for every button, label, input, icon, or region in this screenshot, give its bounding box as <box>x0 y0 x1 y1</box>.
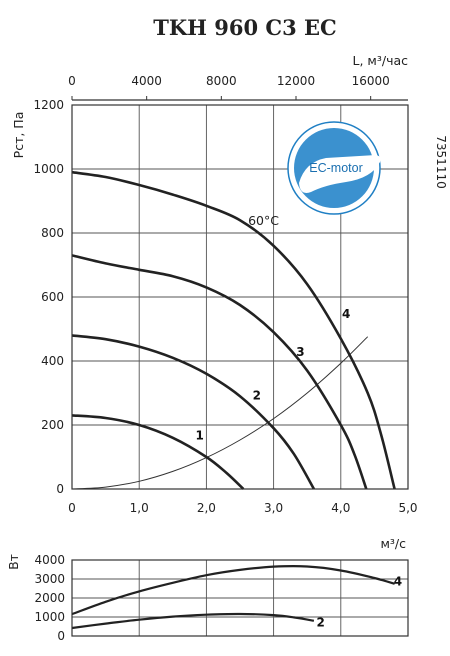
fan-curve-4 <box>71 170 396 490</box>
power-y-tick-label: 0 <box>57 629 65 643</box>
y-tick-label: 200 <box>41 418 64 432</box>
curve-label-3: 3 <box>296 345 304 359</box>
main-plot-frame <box>71 104 409 490</box>
power-y-tick-label: 2000 <box>34 591 65 605</box>
side-code: 7351110 <box>434 135 448 188</box>
y-tick-label: 600 <box>41 290 64 304</box>
power-curve-4 <box>71 564 395 616</box>
y-axis-label: Pст, Па <box>11 112 26 159</box>
power-series: 24 <box>71 564 402 630</box>
x-axis-label: м³/с <box>380 536 406 551</box>
top-tick-label: 12000 <box>277 74 315 88</box>
power-ticks: 0 1000 2000 3000 4000 <box>34 553 65 643</box>
logo-text: EC-motor <box>309 161 362 175</box>
x-tick-label: 0 <box>68 501 76 515</box>
power-curve-label-4: 4 <box>394 575 402 589</box>
power-grid <box>71 559 409 637</box>
system-curve <box>71 336 369 490</box>
x-tick-label: 1,0 <box>130 501 149 515</box>
top-tick-label: 4000 <box>131 74 162 88</box>
logo-leaf-icon <box>299 155 381 193</box>
fan-curve-3 <box>71 254 368 490</box>
power-y-tick-label: 3000 <box>34 572 65 586</box>
x-tick-label: 4,0 <box>331 501 350 515</box>
top-tick-label: 0 <box>68 74 76 88</box>
curve-label-2: 2 <box>253 388 261 402</box>
temperature-annotation: 60°C <box>248 213 279 228</box>
power-curve-2 <box>71 612 315 630</box>
power-curve-label-2: 2 <box>316 616 324 630</box>
y-tick-label: 1000 <box>33 162 64 176</box>
fan-curve-2 <box>71 334 316 490</box>
top-tick-label: 16000 <box>352 74 390 88</box>
power-y-tick-label: 1000 <box>34 610 65 624</box>
power-y-tick-label: 4000 <box>34 553 65 567</box>
y-tick-label: 1200 <box>33 98 64 112</box>
top-axis-label: L, м³/час <box>353 53 409 68</box>
y-tick-label: 0 <box>56 482 64 496</box>
power-plot-frame <box>71 559 409 637</box>
power-y-axis-label: Вт <box>6 554 21 570</box>
y-tick-label: 400 <box>41 354 64 368</box>
chart-title: TKH 960 C3 EC <box>153 15 337 40</box>
x-tick-label: 2,0 <box>197 501 216 515</box>
fan-curve-1 <box>71 414 245 490</box>
curve-label-1: 1 <box>196 428 204 442</box>
curve-label-4: 4 <box>342 307 350 321</box>
ec-motor-logo: EC-motor <box>287 121 381 215</box>
main-series: 1 2 3 4 60°C <box>71 170 396 490</box>
x-tick-label: 3,0 <box>264 501 283 515</box>
y-tick-label: 800 <box>41 226 64 240</box>
top-tick-label: 8000 <box>206 74 237 88</box>
x-tick-label: 5,0 <box>398 501 417 515</box>
